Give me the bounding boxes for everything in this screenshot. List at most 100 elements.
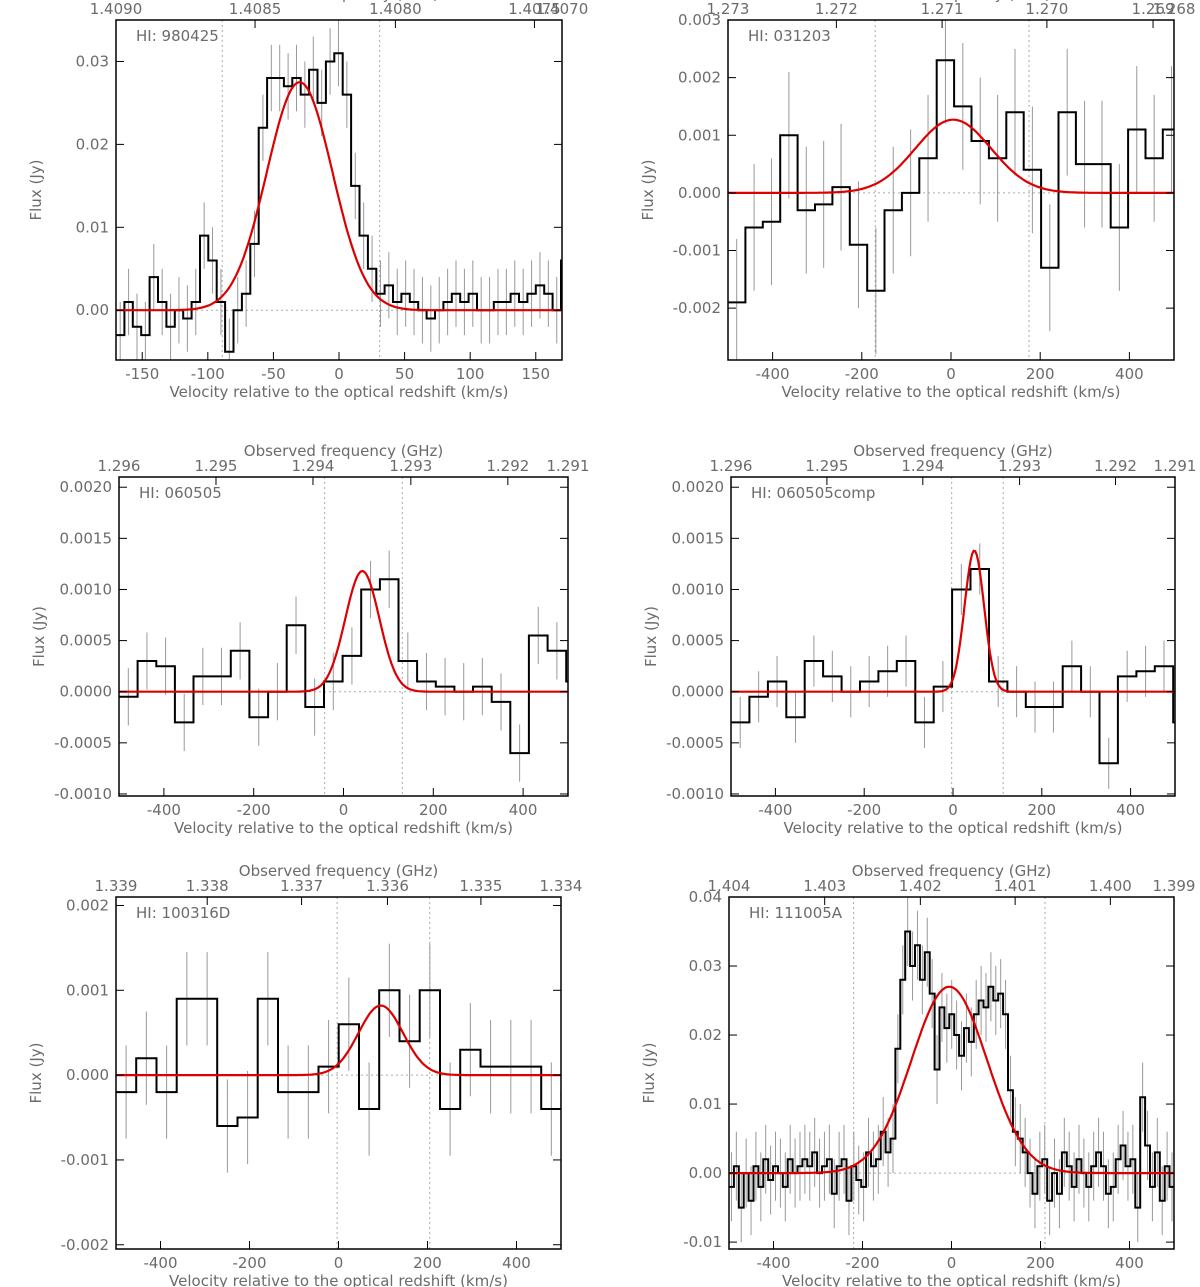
panel-label: HI: 100316D	[136, 904, 230, 922]
plot-area	[116, 20, 562, 360]
top-tick-label: 1.296	[98, 457, 141, 475]
chart-panel-3: -400 -200 0 200 400 -0.0010 -0.0005 0.0000 0.000…	[30, 442, 589, 837]
x-tick-label: -100	[191, 365, 225, 383]
gaussian-fit-line	[119, 569, 568, 693]
x-axis-title: Velocity relative to the optical redshif…	[784, 819, 1123, 837]
plot-area	[728, 20, 1174, 360]
y-tick-label: 0.0000	[672, 683, 725, 701]
x-tick-label: -400	[147, 801, 181, 819]
top-tick-label: 1.295	[805, 457, 848, 475]
spectrum-step-line	[729, 930, 1174, 1209]
plot-frame	[727, 19, 1175, 361]
spectrum-step-line	[731, 568, 1175, 765]
chart-panel-2: -400 -200 0 200 400 -0.002 -0.001 0.000 0.001 0.0…	[639, 0, 1196, 401]
top-tick-label: 1.291	[547, 457, 590, 475]
y-axis-title: Flux (Jy)	[27, 160, 45, 221]
x-tick-label: 0	[339, 801, 349, 819]
y-tick-label: 0.01	[76, 218, 109, 236]
gaussian-fit-line	[728, 118, 1174, 194]
y-tick-label: 0.0015	[60, 529, 113, 547]
y-tick-label: 0.0020	[60, 478, 113, 496]
top-tick-label: 1.292	[486, 457, 529, 475]
x-tick-label: 200	[413, 1254, 442, 1272]
plot-frame	[728, 896, 1175, 1250]
x-tick-label: -150	[125, 365, 159, 383]
top-tick-label: 1.295	[195, 457, 238, 475]
x-tick-label: -400	[756, 365, 790, 383]
x-tick-label: -400	[143, 1254, 177, 1272]
top-tick-label: 1.294	[291, 457, 334, 475]
top-tick-label: 1.401	[994, 877, 1037, 895]
y-tick-label: 0.03	[689, 957, 722, 975]
x-tick-label: 0	[946, 365, 956, 383]
y-tick-label: 0.001	[66, 981, 109, 999]
chart-panel-6: -400 -200 0 200 400 -0.01 0.00 0.01 0.02 0.03 0.04…	[640, 862, 1195, 1287]
x-tick-label: -50	[261, 365, 286, 383]
y-tick-label: 0.003	[678, 11, 721, 29]
gaussian-fit-line	[116, 1004, 561, 1077]
y-tick-label: 0.00	[76, 301, 109, 319]
x-axis-title: Velocity relative to the optical redshif…	[782, 1272, 1121, 1287]
top-tick-label: 1.293	[389, 457, 432, 475]
panel-label: HI: 060505	[139, 484, 222, 502]
x-axis-title: Velocity relative to the optical redshif…	[782, 383, 1121, 401]
y-tick-label: 0.02	[76, 135, 109, 153]
y-tick-label: 0.0005	[672, 632, 725, 650]
spectrum-step-line	[119, 578, 568, 755]
top-tick-label: 1.270	[1025, 0, 1068, 18]
panel-label: HI: 060505comp	[751, 484, 875, 502]
plot-area	[729, 897, 1174, 1249]
y-tick-label: 0.000	[678, 184, 721, 202]
gaussian-fit-line	[116, 81, 562, 312]
top-tick-label: 1.4075	[508, 0, 561, 18]
top-tick-label: 1.268	[1153, 0, 1196, 18]
y-tick-label: 0.04	[689, 888, 722, 906]
y-tick-label: 0.0000	[60, 683, 113, 701]
y-tick-label: -0.0005	[666, 734, 724, 752]
x-tick-label: -400	[756, 1254, 790, 1272]
panel-label: HI: 980425	[136, 27, 219, 45]
x-tick-label: 0	[948, 801, 958, 819]
gaussian-fit-line	[731, 549, 1175, 693]
top-tick-label: 1.4070	[536, 0, 589, 18]
top-tick-label: 1.402	[899, 877, 942, 895]
top-axis-title: Observed frequency (GHz)	[851, 0, 1050, 3]
x-tick-label: 400	[509, 801, 538, 819]
top-tick-label: 1.339	[95, 877, 138, 895]
x-tick-label: -200	[847, 801, 881, 819]
chart-panel-1: -150 -100 -50 0 50 100 150 0.00 0.01 0.02 0.03 1.40…	[27, 0, 588, 401]
y-tick-label: 0.002	[678, 69, 721, 87]
spectrum-step-line	[116, 52, 562, 353]
plot-area	[119, 477, 568, 796]
top-axis-title: Observed frequency (GHz)	[852, 862, 1051, 880]
top-tick-label: 1.335	[459, 877, 502, 895]
y-tick-label: -0.002	[61, 1236, 109, 1254]
spectrum-step-line	[116, 989, 561, 1127]
y-tick-label: 0.0010	[60, 580, 113, 598]
y-tick-label: 0.02	[689, 1026, 722, 1044]
top-tick-label: 1.291	[1154, 457, 1197, 475]
y-tick-label: -0.002	[673, 299, 721, 317]
top-tick-label: 1.272	[815, 0, 858, 18]
x-tick-label: 0	[334, 1254, 344, 1272]
top-axis-title: Observed frequency (GHz)	[239, 0, 438, 3]
top-tick-label: 1.400	[1089, 877, 1132, 895]
x-tick-label: 400	[502, 1254, 531, 1272]
x-axis-title: Velocity relative to the optical redshif…	[170, 383, 509, 401]
y-tick-label: 0.000	[66, 1066, 109, 1084]
x-tick-label: 400	[1115, 365, 1144, 383]
y-tick-label: 0.0010	[672, 580, 725, 598]
y-tick-label: 0.0005	[60, 632, 113, 650]
y-tick-label: 0.0020	[672, 478, 725, 496]
plot-area	[116, 897, 561, 1249]
x-tick-label: -200	[845, 365, 879, 383]
y-tick-label: 0.03	[76, 52, 109, 70]
y-axis-title: Flux (Jy)	[30, 606, 48, 667]
top-tick-label: 1.338	[186, 877, 229, 895]
top-tick-label: 1.336	[366, 877, 409, 895]
top-tick-label: 1.271	[921, 0, 964, 18]
y-axis-title: Flux (Jy)	[27, 1043, 45, 1104]
top-tick-label: 1.294	[901, 457, 944, 475]
top-tick-label: 1.292	[1094, 457, 1137, 475]
y-tick-label: -0.01	[683, 1233, 722, 1251]
